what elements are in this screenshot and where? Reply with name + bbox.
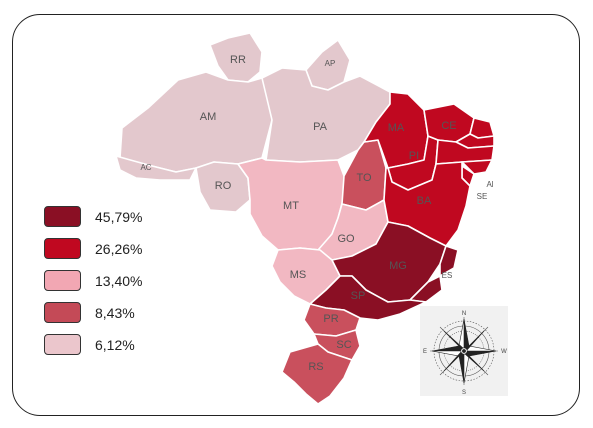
state-label-ro: RO: [215, 180, 232, 192]
state-label-al: Al: [486, 180, 493, 189]
svg-text:W: W: [501, 349, 507, 355]
state-label-pa: PA: [313, 121, 328, 133]
legend-item: 8,43%: [44, 301, 142, 324]
svg-text:N: N: [462, 311, 466, 317]
legend-item: 26,26%: [44, 237, 142, 260]
legend-swatch: [44, 334, 81, 355]
legend: 45,79% 26,26% 13,40% 8,43% 6,12%: [44, 205, 142, 365]
legend-label: 45,79%: [95, 208, 143, 225]
state-label-es: ES: [442, 271, 453, 280]
legend-swatch: [44, 206, 81, 227]
state-label-ac: AC: [140, 163, 151, 172]
state-label-go: GO: [337, 233, 355, 245]
state-label-rs: RS: [308, 361, 323, 373]
state-label-ce: CE: [441, 120, 456, 132]
state-label-pr: PR: [323, 313, 338, 325]
state-ac: [115, 155, 197, 181]
state-label-ms: MS: [290, 269, 307, 281]
legend-label: 13,40%: [95, 272, 143, 289]
state-label-se: SE: [477, 192, 488, 201]
state-label-to: TO: [356, 172, 372, 184]
state-label-sp: SP: [351, 290, 366, 302]
legend-item: 6,12%: [44, 333, 142, 356]
legend-item: 45,79%: [44, 205, 142, 228]
state-label-ba: BA: [417, 195, 432, 207]
state-label-sc: SC: [336, 339, 351, 351]
legend-label: 8,43%: [95, 304, 135, 321]
svg-text:S: S: [462, 390, 466, 396]
legend-swatch: [44, 302, 81, 323]
state-label-am: AM: [200, 111, 217, 123]
state-label-mg: MG: [389, 260, 407, 272]
map-frame: [12, 14, 580, 416]
legend-swatch: [44, 238, 81, 259]
state-label-pi: PI: [409, 150, 419, 162]
svg-text:E: E: [423, 349, 427, 355]
state-label-ma: MA: [388, 122, 405, 134]
state-es: [439, 245, 459, 277]
legend-item: 13,40%: [44, 269, 142, 292]
state-rr: [209, 32, 263, 83]
legend-label: 6,12%: [95, 336, 135, 353]
state-rs: [281, 343, 353, 405]
state-al: [461, 159, 493, 175]
state-label-mt: MT: [283, 200, 299, 212]
state-label-rr: RR: [230, 54, 246, 66]
legend-swatch: [44, 270, 81, 291]
state-label-ap: AP: [325, 59, 336, 68]
compass-rose-icon: N S E W: [420, 306, 508, 396]
legend-label: 26,26%: [95, 240, 143, 257]
